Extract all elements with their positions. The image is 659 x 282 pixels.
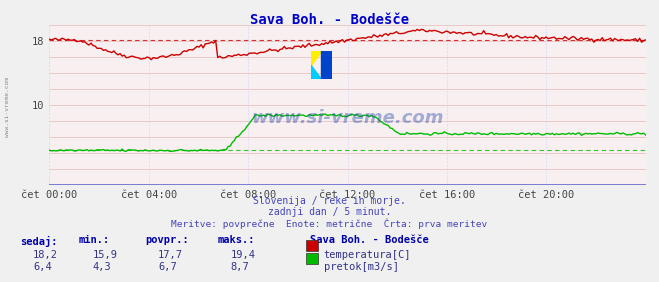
Text: Sava Boh. - Bodešče: Sava Boh. - Bodešče	[250, 13, 409, 27]
Text: 18,2: 18,2	[33, 250, 58, 259]
Text: Slovenija / reke in morje.: Slovenija / reke in morje.	[253, 196, 406, 206]
Polygon shape	[311, 65, 322, 79]
Text: 6,4: 6,4	[33, 262, 51, 272]
Text: maks.:: maks.:	[217, 235, 255, 245]
Text: 17,7: 17,7	[158, 250, 183, 259]
Text: Sava Boh. - Bodešče: Sava Boh. - Bodešče	[310, 235, 428, 245]
Text: www.si-vreme.com: www.si-vreme.com	[251, 109, 444, 127]
Text: 6,7: 6,7	[158, 262, 177, 272]
Text: 8,7: 8,7	[231, 262, 249, 272]
Text: zadnji dan / 5 minut.: zadnji dan / 5 minut.	[268, 207, 391, 217]
Polygon shape	[322, 51, 332, 79]
Text: www.si-vreme.com: www.si-vreme.com	[5, 77, 11, 137]
Text: 19,4: 19,4	[231, 250, 256, 259]
Text: Meritve: povprečne  Enote: metrične  Črta: prva meritev: Meritve: povprečne Enote: metrične Črta:…	[171, 219, 488, 229]
Text: min.:: min.:	[79, 235, 110, 245]
Text: povpr.:: povpr.:	[145, 235, 188, 245]
Text: 4,3: 4,3	[92, 262, 111, 272]
Text: 15,9: 15,9	[92, 250, 117, 259]
Text: pretok[m3/s]: pretok[m3/s]	[324, 262, 399, 272]
Polygon shape	[311, 51, 322, 65]
Text: temperatura[C]: temperatura[C]	[324, 250, 411, 259]
Text: sedaj:: sedaj:	[20, 235, 57, 246]
